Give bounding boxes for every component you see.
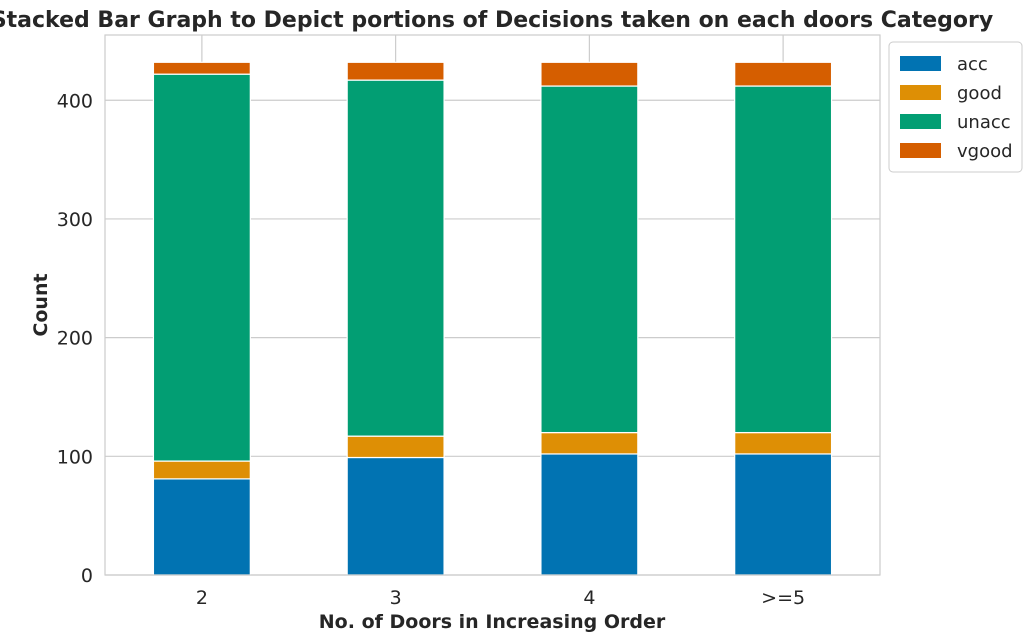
legend-swatch-unacc <box>900 114 941 129</box>
bar-segment-unacc <box>346 79 445 437</box>
bar-segment-acc <box>346 456 445 576</box>
bar-segment-vgood <box>540 61 639 87</box>
legend-label-good: good <box>957 83 1002 104</box>
x-tick-label: >=5 <box>761 587 805 609</box>
x-tick-label: 4 <box>583 587 595 609</box>
bar-segment-vgood <box>346 61 445 81</box>
bars <box>152 61 833 576</box>
x-tick-label: 2 <box>196 587 208 609</box>
legend-swatch-acc <box>900 56 941 71</box>
y-axis-label: Count <box>30 273 52 336</box>
y-axis-ticks: 0 100 200 300 400 <box>57 90 93 587</box>
legend-swatch-vgood <box>900 143 941 158</box>
bar-segment-acc <box>540 453 639 576</box>
bar-segment-good <box>346 435 445 459</box>
bar-segment-vgood <box>734 61 833 87</box>
bar-segment-good <box>152 460 251 480</box>
chart-title: Stacked Bar Graph to Depict portions of … <box>0 8 993 33</box>
bar-segment-unacc <box>152 73 251 462</box>
bar-segment-acc <box>152 478 251 576</box>
bar-segment-unacc <box>540 85 639 434</box>
x-axis-label: No. of Doors in Increasing Order <box>319 611 666 633</box>
legend-swatch-good <box>900 85 941 100</box>
y-tick-label: 100 <box>57 446 93 468</box>
bar-segment-good <box>734 431 833 455</box>
legend: acc good unacc vgood <box>888 41 1023 173</box>
bar-segment-vgood <box>152 61 251 75</box>
bar-segment-unacc <box>734 85 833 434</box>
x-tick-label: 3 <box>390 587 402 609</box>
y-tick-label: 300 <box>57 209 93 231</box>
bar-segment-acc <box>734 453 833 576</box>
legend-label-unacc: unacc <box>957 112 1011 133</box>
legend-label-acc: acc <box>957 54 988 75</box>
y-tick-label: 0 <box>81 565 93 587</box>
x-axis-ticks: 2 3 4 >=5 <box>196 587 805 609</box>
y-tick-label: 400 <box>57 90 93 112</box>
legend-label-vgood: vgood <box>957 141 1013 162</box>
legend-box <box>888 41 1023 173</box>
bar-segment-good <box>540 431 639 455</box>
plot-frame <box>104 34 881 576</box>
y-tick-label: 200 <box>57 328 93 350</box>
